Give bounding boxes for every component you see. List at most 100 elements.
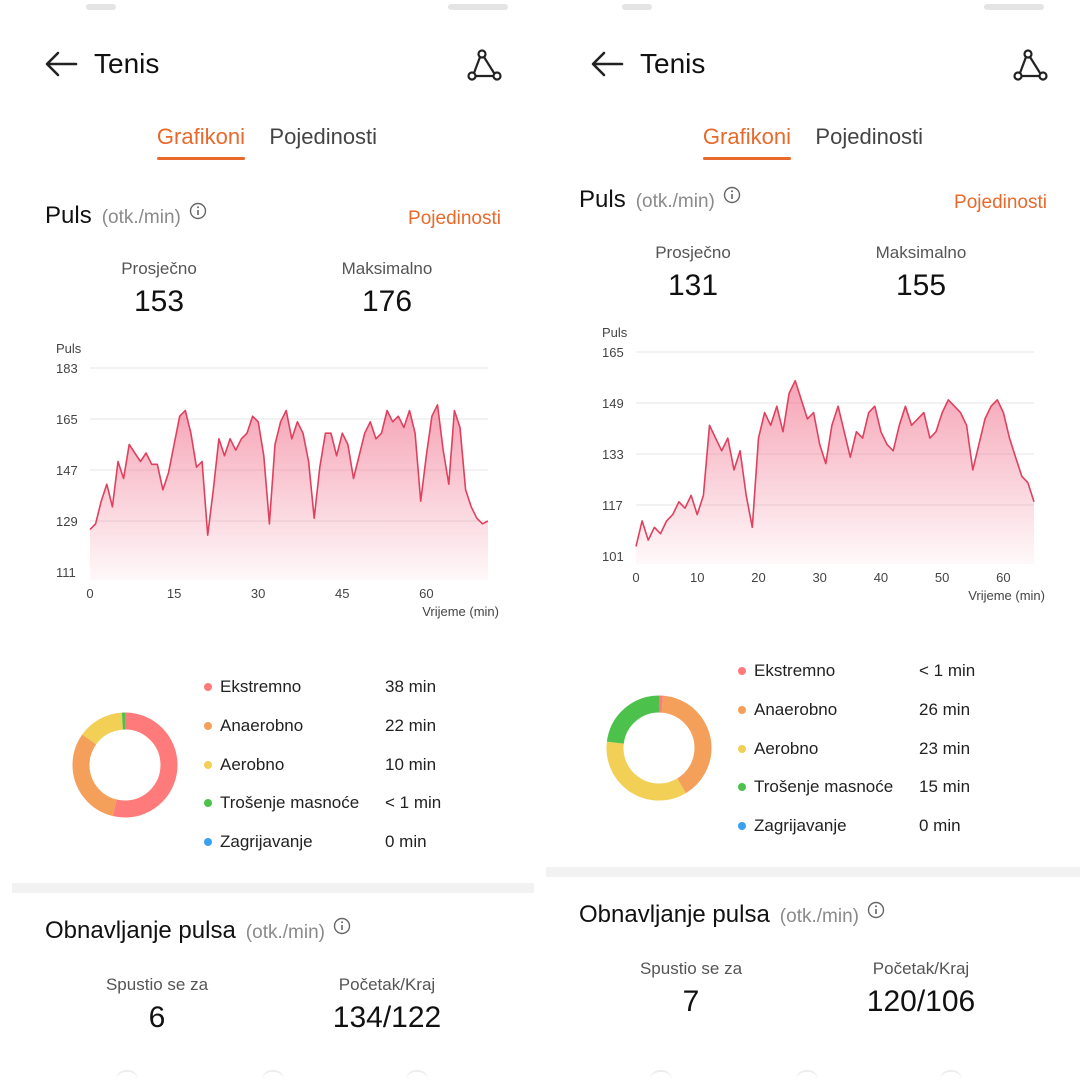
zone-name: Ekstremno <box>220 677 302 696</box>
page-title: Tenis <box>640 48 706 79</box>
zone-name: Aerobno <box>220 754 285 774</box>
hr-recovery-unit: (otk./min) <box>779 906 859 927</box>
zone-color-dot <box>204 799 212 808</box>
hr-start-end-label: Početak/Kraj <box>872 959 970 978</box>
info-icon[interactable] <box>333 917 351 935</box>
section-divider <box>12 883 534 893</box>
hr-start-end-label: Početak/Kraj <box>338 975 436 994</box>
zone-duration: 0 min <box>919 816 961 836</box>
zone-segment <box>606 695 712 801</box>
x-axis-label: Vrijeme (min) <box>422 604 499 619</box>
tab-details[interactable]: Pojedinosti <box>269 124 378 149</box>
x-tick-label: 60 <box>996 570 1010 585</box>
zone-duration: 10 min <box>385 754 437 774</box>
zone-color-dot <box>204 683 212 691</box>
average-hr-stat: Prosječno 153 <box>59 259 259 319</box>
back-button[interactable] <box>40 48 80 80</box>
zone-name: Ekstremno <box>754 661 836 680</box>
tab-charts[interactable]: Grafikoni <box>702 124 792 160</box>
info-icon[interactable] <box>723 186 741 204</box>
heart-rate-title: Puls <box>45 202 92 229</box>
hr-zones-legend: Ekstremno < 1 min Anaerobno 26 min Aerobno 23… <box>738 661 1038 855</box>
average-label: Prosječno <box>655 243 731 262</box>
zone-segment <box>606 695 712 801</box>
y-tick-label: 165 <box>602 345 624 360</box>
y-tick-label: 133 <box>602 447 624 462</box>
info-icon[interactable] <box>867 901 885 919</box>
zone-name: Trošenje masnoće <box>220 793 360 813</box>
heart-rate-details-link[interactable]: Pojedinosti <box>408 208 501 229</box>
hr-area-fill <box>90 404 488 580</box>
hr-drop-value: 6 <box>148 1001 166 1034</box>
hr-start-end-value: 120/106 <box>866 985 976 1018</box>
hr-recovery-title: Obnavljanje pulsa <box>579 901 770 928</box>
zone-duration: 38 min <box>385 677 437 696</box>
zone-legend-item: Zagrijavanje 0 min <box>204 832 504 871</box>
hr-zones-donut <box>72 712 178 818</box>
average-label: Prosječno <box>121 259 197 278</box>
hr-recovery-unit: (otk./min) <box>245 922 325 943</box>
zone-color-dot <box>204 760 212 769</box>
workout-panel-left: Tenis Grafikoni Pojedinosti Puls (otk./mi… <box>0 0 534 1080</box>
zone-legend-item: Aerobno 23 min <box>738 739 1038 778</box>
zone-color-dot <box>204 721 212 730</box>
hr-series-line <box>635 379 1035 547</box>
x-tick-label: 15 <box>167 586 181 601</box>
zone-color-dot <box>738 705 746 714</box>
route-icon <box>467 49 502 81</box>
y-tick-label: 149 <box>602 396 624 411</box>
y-tick-label: 165 <box>56 412 78 427</box>
zone-duration: 22 min <box>385 715 437 735</box>
heart-rate-title: Puls <box>579 186 626 213</box>
tab-details[interactable]: Pojedinosti <box>815 124 924 149</box>
panel-gutter <box>534 0 546 1080</box>
x-tick-label: 30 <box>812 570 826 585</box>
hr-zones-donut <box>606 695 712 801</box>
zone-name: Aerobno <box>754 738 819 758</box>
hr-drop-label: Spustio se za <box>639 959 743 978</box>
average-hr-stat: Prosječno 131 <box>593 243 793 303</box>
workout-panel-right: Tenis Grafikoni Pojedinosti Puls (otk./mi… <box>546 0 1080 1080</box>
hr-start-end-stat: Početak/Kraj 134/122 <box>287 975 487 1035</box>
back-button[interactable] <box>586 48 626 80</box>
y-tick-label: 147 <box>56 463 78 478</box>
average-value: 131 <box>667 269 719 302</box>
y-tick-label: 183 <box>56 361 78 376</box>
tab-charts[interactable]: Grafikoni <box>156 124 246 160</box>
hr-series-line <box>89 404 489 536</box>
section-divider <box>546 867 1080 877</box>
zone-legend-item: Aerobno 10 min <box>204 755 504 794</box>
zone-legend-item: Ekstremno 38 min <box>204 677 504 716</box>
heart-rate-details-link[interactable]: Pojedinosti <box>954 192 1047 213</box>
hr-start-end-stat: Početak/Kraj 120/106 <box>821 959 1021 1019</box>
max-value: 155 <box>895 269 947 302</box>
route-map-button[interactable] <box>1010 46 1050 86</box>
zone-color-dot <box>738 822 746 831</box>
zone-duration: < 1 min <box>919 661 976 680</box>
arrow-left-icon <box>591 51 624 77</box>
x-tick-label: 60 <box>419 586 433 601</box>
app-header: Tenis <box>546 38 1080 92</box>
hr-recovery-header: Obnavljanje pulsa (otk./min) <box>45 917 351 957</box>
heart-rate-header: Puls (otk./min) Pojedinosti <box>579 186 1047 226</box>
x-axis-label: Vrijeme (min) <box>968 588 1045 603</box>
x-tick-label: 0 <box>86 586 93 601</box>
hr-recovery-header: Obnavljanje pulsa (otk./min) <box>579 901 885 941</box>
hr-drop-stat: Spustio se za 6 <box>57 975 257 1035</box>
zone-duration: < 1 min <box>385 793 442 813</box>
hr-area-fill <box>636 380 1034 564</box>
route-map-button[interactable] <box>464 46 504 86</box>
info-icon[interactable] <box>189 202 207 220</box>
bottom-nav-ghost <box>546 1068 1080 1080</box>
heart-rate-unit: (otk./min) <box>101 207 181 228</box>
y-tick-label: 111 <box>56 565 76 580</box>
zone-legend-item: Zagrijavanje 0 min <box>738 816 1038 855</box>
max-label: Maksimalno <box>341 259 433 278</box>
zone-duration: 15 min <box>919 777 971 797</box>
hr-start-end-value: 134/122 <box>332 1001 442 1034</box>
app-header: Tenis <box>0 38 534 92</box>
hr-drop-stat: Spustio se za 7 <box>591 959 791 1019</box>
average-value: 153 <box>133 285 185 318</box>
zone-name: Anaerobno <box>220 715 304 735</box>
zone-color-dot <box>738 744 746 753</box>
